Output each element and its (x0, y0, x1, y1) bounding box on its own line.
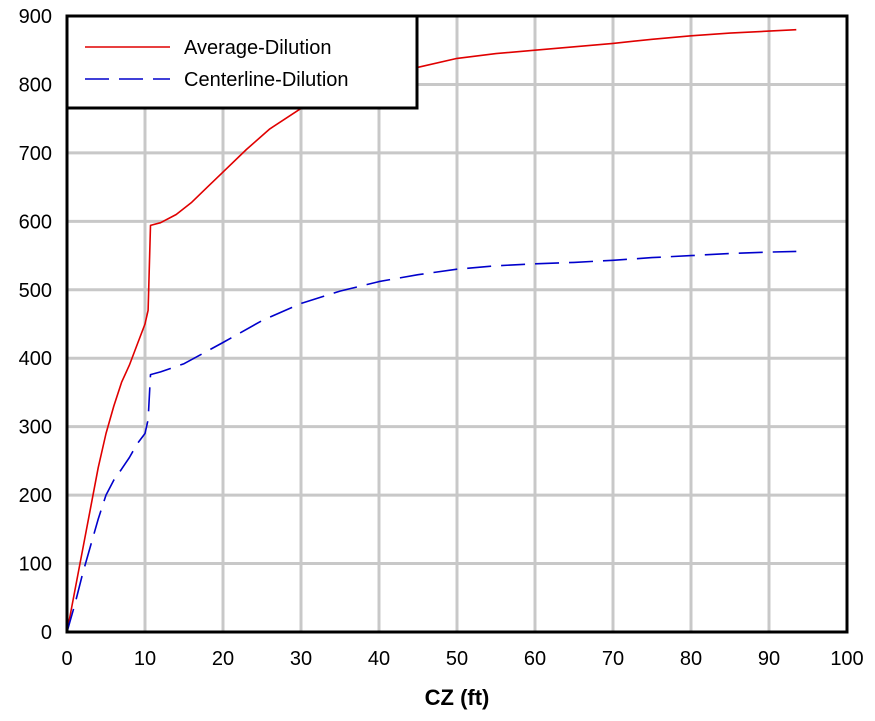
y-tick-label: 300 (19, 417, 52, 439)
y-tick-labels: 0 100 200 300 400 500 600 700 800 900 (19, 6, 52, 644)
series-lines (66, 28, 797, 633)
x-tick-label: 60 (524, 648, 546, 670)
x-tick-label: 20 (212, 648, 234, 670)
legend-box (65, 14, 419, 110)
x-tick-label: 80 (680, 648, 702, 670)
y-tick-label: 100 (19, 554, 52, 576)
x-axis-title: CZ (ft) (425, 685, 490, 710)
x-tick-label: 0 (61, 648, 72, 670)
x-tick-label: 90 (758, 648, 780, 670)
x-tick-label: 70 (602, 648, 624, 670)
legend: Average-Dilution Centerline-Dilution (65, 14, 419, 110)
legend-label-average-dilution: Average-Dilution (184, 37, 332, 59)
x-tick-label: 100 (830, 648, 863, 670)
y-tick-label: 900 (19, 6, 52, 28)
y-tick-label: 0 (41, 622, 52, 644)
legend-label-centerline-dilution: Centerline-Dilution (184, 69, 349, 91)
x-tick-label: 10 (134, 648, 156, 670)
y-tick-label: 500 (19, 280, 52, 302)
y-tick-label: 600 (19, 211, 52, 233)
x-tick-label: 50 (446, 648, 468, 670)
y-tick-label: 700 (19, 143, 52, 165)
y-tick-label: 800 (19, 74, 52, 96)
x-tick-label: 30 (290, 648, 312, 670)
y-tick-label: 400 (19, 348, 52, 370)
x-tick-labels: 0 10 20 30 40 50 60 70 80 90 100 (61, 648, 863, 670)
plot-frame (65, 14, 849, 634)
x-tick-label: 40 (368, 648, 390, 670)
series-line-average-dilution (66, 28, 797, 633)
y-tick-label: 200 (19, 485, 52, 507)
series-line-centerline-dilution (66, 250, 797, 633)
